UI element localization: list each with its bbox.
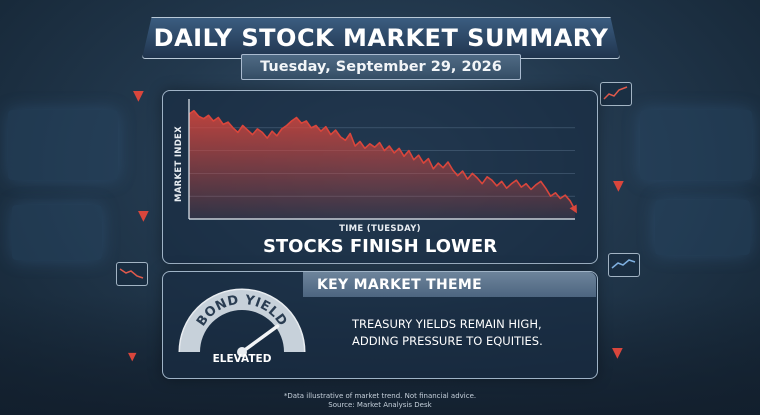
chart-headline: STOCKS FINISH LOWER (262, 236, 498, 257)
chart-panel (162, 90, 598, 264)
theme-label: KEY MARKET THEME (317, 276, 482, 293)
down-arrow-icon: ▼ (128, 350, 137, 363)
gauge-band (180, 290, 304, 353)
series-area (189, 110, 575, 219)
down-arrow-icon: ▼ (612, 345, 623, 361)
background-screen (12, 205, 102, 260)
line-chart (188, 99, 577, 220)
monitor-chart-icon (116, 262, 148, 286)
date-label: Tuesday, September 29, 2026 (260, 59, 502, 75)
background-screen (640, 110, 752, 180)
disclaimer: *Data illustrative of market trend. Not … (283, 392, 477, 400)
theme-line-2: ADDING PRESSURE TO EQUITIES. (352, 334, 543, 348)
footnote: *Data illustrative of market trend. Not … (200, 392, 560, 410)
y-axis-label-box: MARKET INDEX (164, 124, 194, 204)
x-axis-label: TIME (TUESDAY) (339, 224, 421, 234)
down-arrow-icon: ▼ (138, 208, 149, 224)
source-label: Source: Market Analysis Desk (328, 401, 432, 409)
gauge-hub (237, 347, 247, 357)
theme-line-1: TREASURY YIELDS REMAIN HIGH, (352, 317, 542, 331)
background-screen (8, 110, 118, 180)
bond-yield-gauge: BOND YIELD (178, 288, 306, 357)
y-axis-label: MARKET INDEX (174, 125, 184, 203)
series-line (188, 109, 577, 214)
gauge-needle (240, 324, 280, 354)
down-arrow-icon: ▼ (133, 88, 144, 104)
theme-description: TREASURY YIELDS REMAIN HIGH, ADDING PRES… (352, 316, 592, 350)
monitor-chart-icon (608, 253, 640, 277)
down-arrow-icon: ▼ (613, 178, 624, 194)
date-bar: Tuesday, September 29, 2026 (241, 54, 521, 80)
background-screen (655, 200, 750, 255)
monitor-chart-icon (600, 82, 632, 106)
gauge-level-label: ELEVATED (212, 353, 272, 365)
page-title: DAILY STOCK MARKET SUMMARY (153, 24, 609, 52)
title-banner: DAILY STOCK MARKET SUMMARY (142, 17, 620, 59)
theme-tab: KEY MARKET THEME (303, 272, 596, 297)
